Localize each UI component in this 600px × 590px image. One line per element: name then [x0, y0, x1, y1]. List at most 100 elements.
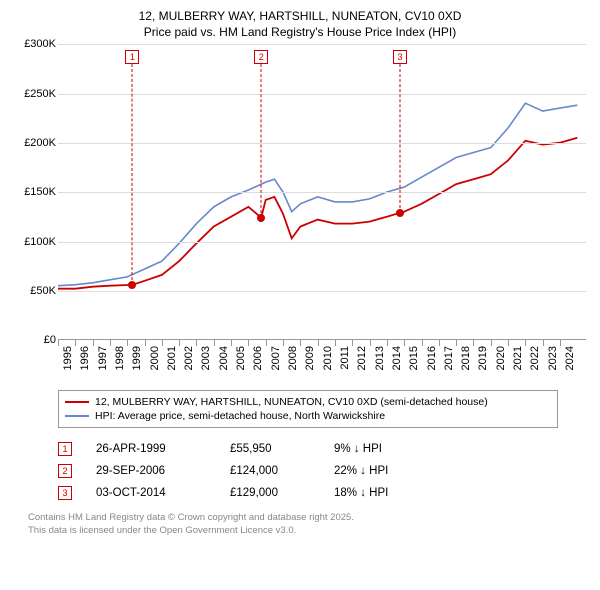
x-tick-label: 2001: [166, 346, 178, 370]
x-tick-label: 1999: [131, 346, 143, 370]
hpi-line: [58, 104, 577, 287]
x-tick-label: 2008: [287, 346, 299, 370]
x-tick-label: 2004: [218, 346, 230, 370]
footer-line-2: This data is licensed under the Open Gov…: [28, 525, 586, 537]
sales-price: £129,000: [230, 487, 310, 499]
x-tick: [93, 340, 94, 346]
gridline: [58, 143, 586, 144]
sale-marker-box: 2: [254, 50, 268, 64]
x-tick: [335, 340, 336, 346]
x-tick: [75, 340, 76, 346]
sale-marker-line: [400, 64, 401, 213]
gridline: [58, 94, 586, 95]
x-tick-label: 2010: [322, 346, 334, 370]
x-tick-label: 2012: [356, 346, 368, 370]
x-tick: [439, 340, 440, 346]
footer: Contains HM Land Registry data © Crown c…: [28, 512, 586, 537]
x-tick: [127, 340, 128, 346]
x-tick-label: 1995: [62, 346, 74, 370]
sales-row: 229-SEP-2006£124,00022% ↓ HPI: [58, 460, 586, 482]
sales-price: £55,950: [230, 443, 310, 455]
legend-swatch: [65, 415, 89, 417]
x-tick-label: 2011: [339, 346, 351, 370]
legend-label: 12, MULBERRY WAY, HARTSHILL, NUNEATON, C…: [95, 396, 488, 408]
x-tick-label: 2016: [426, 346, 438, 370]
legend-row: 12, MULBERRY WAY, HARTSHILL, NUNEATON, C…: [65, 395, 551, 409]
sale-marker-line: [261, 64, 262, 218]
x-tick: [525, 340, 526, 346]
x-tick-label: 2017: [443, 346, 455, 370]
title-line-2: Price paid vs. HM Land Registry's House …: [14, 24, 586, 40]
x-tick-label: 2003: [200, 346, 212, 370]
x-tick: [508, 340, 509, 346]
sale-marker-dot: [396, 209, 404, 217]
title-line-1: 12, MULBERRY WAY, HARTSHILL, NUNEATON, C…: [14, 8, 586, 24]
x-tick: [352, 340, 353, 346]
x-tick: [422, 340, 423, 346]
x-tick: [58, 340, 59, 346]
sales-diff: 9% ↓ HPI: [334, 443, 424, 455]
y-tick-label: £300K: [24, 38, 56, 50]
x-tick: [248, 340, 249, 346]
sale-marker-dot: [128, 281, 136, 289]
x-axis: 1995199619971998199920002001200220032004…: [58, 340, 586, 384]
x-tick-label: 1996: [79, 346, 91, 370]
chart-container: 12, MULBERRY WAY, HARTSHILL, NUNEATON, C…: [0, 0, 600, 590]
gridline: [58, 192, 586, 193]
x-tick: [214, 340, 215, 346]
x-tick: [404, 340, 405, 346]
x-tick: [300, 340, 301, 346]
y-tick-label: £200K: [24, 137, 56, 149]
x-tick-label: 2007: [270, 346, 282, 370]
y-tick-label: £250K: [24, 88, 56, 100]
legend-row: HPI: Average price, semi-detached house,…: [65, 409, 551, 423]
plot-area: 123: [58, 44, 586, 340]
y-tick-label: £50K: [30, 285, 56, 297]
x-tick: [110, 340, 111, 346]
sales-marker: 2: [58, 464, 72, 478]
x-tick-label: 2024: [564, 346, 576, 370]
sales-date: 03-OCT-2014: [96, 487, 206, 499]
x-tick: [473, 340, 474, 346]
x-tick-label: 2002: [183, 346, 195, 370]
y-tick-label: £150K: [24, 186, 56, 198]
legend: 12, MULBERRY WAY, HARTSHILL, NUNEATON, C…: [58, 390, 558, 428]
price-line: [58, 138, 577, 289]
x-tick: [543, 340, 544, 346]
sales-diff: 22% ↓ HPI: [334, 465, 424, 477]
gridline: [58, 44, 586, 45]
sale-marker-box: 3: [393, 50, 407, 64]
sales-row: 1 26-APR-1999 £55,950 9% ↓ HPI: [58, 438, 586, 460]
chart-area: £0£50K£100K£150K£200K£250K£300K 123 1995…: [14, 44, 586, 384]
x-tick-label: 2009: [304, 346, 316, 370]
sales-marker: 1: [58, 442, 72, 456]
x-tick-label: 2019: [477, 346, 489, 370]
chart-title: 12, MULBERRY WAY, HARTSHILL, NUNEATON, C…: [14, 8, 586, 40]
x-tick: [179, 340, 180, 346]
x-tick-label: 2013: [374, 346, 386, 370]
x-tick-label: 2015: [408, 346, 420, 370]
x-tick: [162, 340, 163, 346]
sales-date: 29-SEP-2006: [96, 465, 206, 477]
x-tick: [196, 340, 197, 346]
x-tick-label: 2005: [235, 346, 247, 370]
sales-table: 1 26-APR-1999 £55,950 9% ↓ HPI 2 29-SEP-2006 £…: [58, 438, 586, 504]
x-tick: [491, 340, 492, 346]
x-tick: [318, 340, 319, 346]
x-tick: [231, 340, 232, 346]
x-tick-label: 2023: [547, 346, 559, 370]
x-tick: [387, 340, 388, 346]
x-tick: [560, 340, 561, 346]
x-tick-label: 2014: [391, 346, 403, 370]
x-tick-label: 2022: [529, 346, 541, 370]
y-tick-label: £0: [44, 334, 56, 346]
x-tick-label: 2018: [460, 346, 472, 370]
x-tick: [145, 340, 146, 346]
sale-marker-dot: [257, 214, 265, 222]
sales-date: 26-APR-1999: [96, 443, 206, 455]
x-tick: [266, 340, 267, 346]
x-tick-label: 1997: [97, 346, 109, 370]
sales-diff: 18% ↓ HPI: [334, 487, 424, 499]
legend-label: HPI: Average price, semi-detached house,…: [95, 410, 385, 422]
x-tick: [370, 340, 371, 346]
